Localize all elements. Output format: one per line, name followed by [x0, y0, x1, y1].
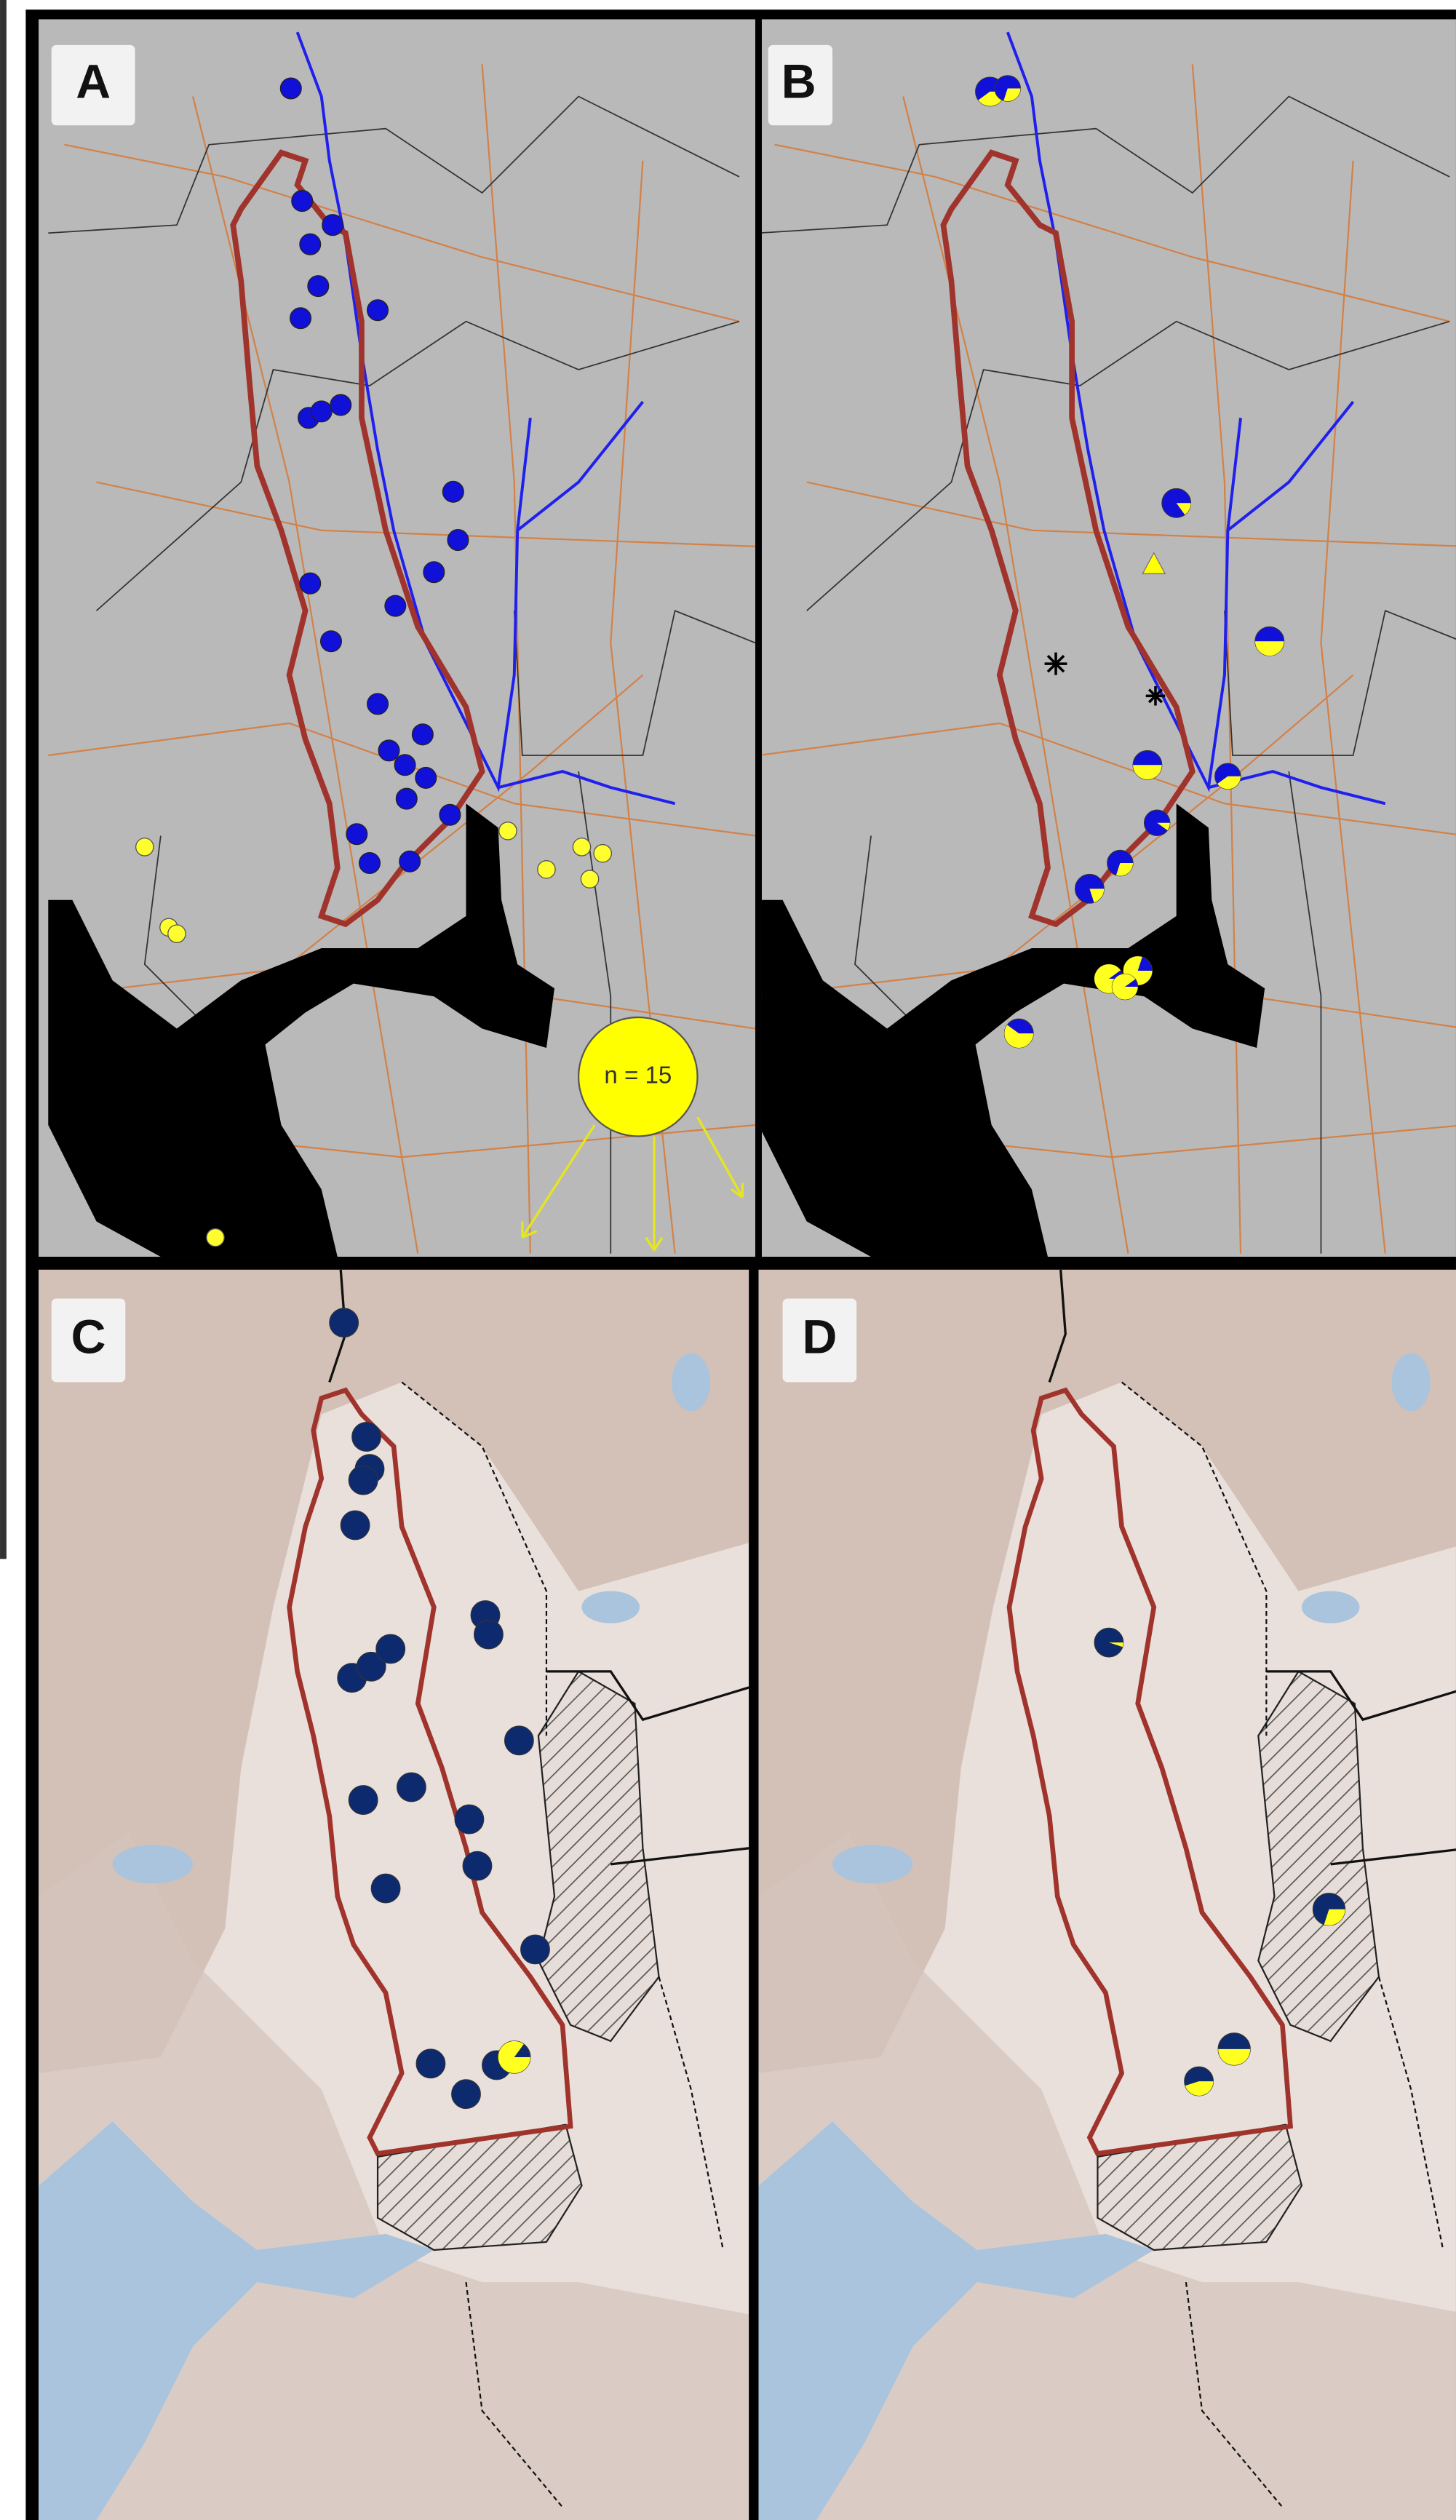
site [399, 851, 421, 872]
site [499, 822, 517, 840]
site [581, 870, 598, 888]
site [521, 1935, 550, 1964]
left-strip [0, 0, 7, 1559]
panel-a: n = 15 A [39, 20, 755, 1257]
panel-label: C [71, 1310, 106, 1364]
site [397, 1773, 426, 1802]
panel-label: A [76, 55, 111, 109]
site [423, 562, 445, 583]
site [330, 394, 351, 416]
site [168, 925, 186, 942]
site [452, 2080, 481, 2109]
site [416, 2049, 445, 2078]
site [352, 1423, 381, 1452]
site [538, 861, 555, 878]
site [300, 234, 321, 255]
basemap [758, 1270, 1456, 2520]
site [367, 693, 389, 715]
page: {"panels": [{"label": "A"}, {"label": "B… [0, 0, 1456, 2520]
site [573, 838, 590, 856]
site [1094, 1628, 1123, 1657]
site [447, 530, 469, 551]
sample-size: n = 15 [604, 1062, 672, 1089]
site [308, 276, 329, 297]
site [367, 300, 389, 321]
site [442, 481, 464, 502]
panel-label: D [802, 1310, 837, 1364]
site [322, 215, 343, 236]
site [280, 78, 301, 99]
panel-c: C [39, 1270, 749, 2520]
site [292, 191, 313, 212]
site [1112, 974, 1137, 999]
site [207, 1228, 224, 1246]
site [136, 838, 154, 856]
site [415, 768, 437, 789]
site [311, 401, 332, 422]
site [378, 740, 399, 761]
site [413, 724, 434, 745]
site [346, 824, 367, 845]
site [376, 1634, 405, 1664]
site [349, 1466, 378, 1495]
site [455, 1805, 484, 1834]
site [463, 1851, 492, 1880]
site [321, 631, 342, 652]
site [290, 308, 311, 329]
figure: n = 15 A B [0, 0, 1456, 2520]
site [439, 804, 461, 825]
site [349, 1786, 378, 1815]
site [385, 595, 406, 616]
site [396, 788, 417, 809]
site [594, 845, 611, 862]
site [505, 1726, 534, 1755]
site [330, 1308, 359, 1337]
site [474, 1620, 504, 1649]
site [341, 1511, 370, 1540]
site [394, 755, 415, 776]
panel-label: B [781, 55, 816, 109]
site [300, 573, 321, 594]
panel-d: D [758, 1270, 1456, 2520]
site [359, 853, 381, 874]
site [371, 1874, 400, 1903]
panel-b: B [758, 20, 1456, 1257]
